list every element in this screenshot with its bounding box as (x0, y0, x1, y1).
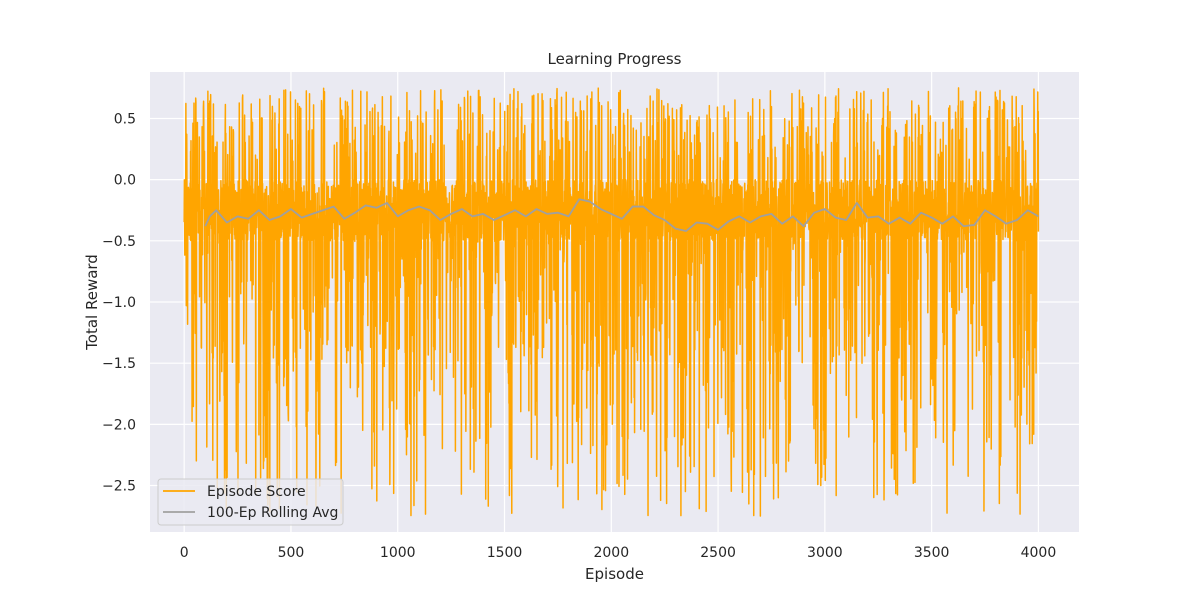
y-tick-label: −2.5 (102, 479, 136, 495)
legend-label-rolling-avg: 100-Ep Rolling Avg (207, 505, 338, 521)
x-axis-label: Episode (585, 565, 644, 583)
x-tick-label: 500 (278, 545, 305, 561)
x-tick-label: 1000 (380, 545, 416, 561)
y-tick-label: −1.0 (102, 295, 136, 311)
rolling-average-line (204, 198, 1039, 232)
y-axis-ticks: 0.5 0.0 −0.5 −1.0 −1.5 −2.0 −2.5 (102, 111, 136, 494)
episode-score-line (183, 87, 1040, 517)
y-axis-label: Total Reward (83, 254, 101, 351)
x-tick-label: 3500 (914, 545, 950, 561)
y-tick-label: 0.0 (114, 173, 136, 189)
x-tick-label: 3000 (807, 545, 843, 561)
y-tick-label: −0.5 (102, 234, 136, 250)
y-tick-label: −1.5 (102, 356, 136, 372)
x-tick-label: 2500 (700, 545, 736, 561)
y-tick-label: −2.0 (102, 417, 136, 433)
x-tick-label: 2000 (593, 545, 629, 561)
chart-title: Learning Progress (548, 50, 682, 68)
legend-label-episode-score: Episode Score (207, 484, 306, 500)
legend-box (157, 478, 344, 526)
x-tick-label: 1500 (487, 545, 523, 561)
legend: Episode Score 100-Ep Rolling Avg (157, 478, 344, 526)
x-axis-ticks: 0 500 1000 1500 2000 2500 3000 3500 4000 (180, 545, 1057, 561)
x-tick-label: 4000 (1021, 545, 1057, 561)
x-tick-label: 0 (180, 545, 189, 561)
y-tick-label: 0.5 (114, 111, 136, 127)
